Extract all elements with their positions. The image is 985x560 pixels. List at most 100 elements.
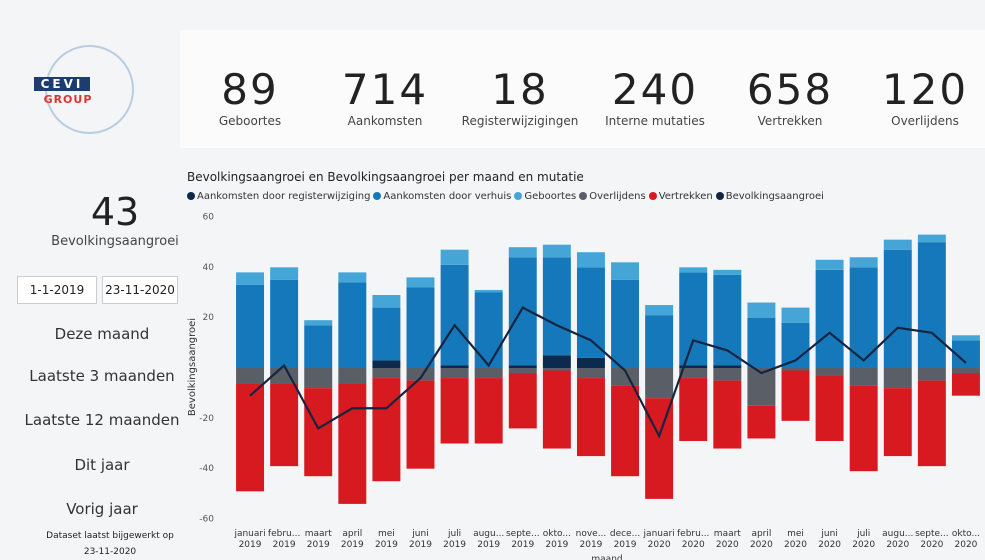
x-tick-label: januari 2019 <box>233 529 267 551</box>
kpi-label: Registerwijzigingen <box>450 114 590 128</box>
bar <box>782 368 810 371</box>
kpi-label: Aankomsten <box>315 114 455 128</box>
filter-button[interactable]: Laatste 12 maanden <box>12 411 192 429</box>
bar <box>918 235 946 243</box>
kpi-label: Vertrekken <box>720 114 860 128</box>
x-tick-label: septe... 2020 <box>915 529 949 551</box>
bar <box>338 368 366 383</box>
bar <box>713 270 741 275</box>
x-tick-label: augu... 2019 <box>472 529 506 551</box>
kpi-value: 658 <box>720 65 860 114</box>
y-tick-label: -60 <box>199 515 214 525</box>
filter-button[interactable]: Laatste 3 maanden <box>12 367 192 385</box>
bar <box>645 305 673 315</box>
y-tick-label: 60 <box>203 213 215 223</box>
bar <box>577 252 605 267</box>
bar <box>816 376 844 441</box>
bar <box>304 368 332 388</box>
bar <box>236 383 264 491</box>
bar <box>407 277 435 287</box>
x-tick-label: okto... 2020 <box>949 529 983 551</box>
bar <box>372 308 400 361</box>
bar <box>577 267 605 358</box>
bar <box>611 262 639 280</box>
bar <box>816 270 844 368</box>
bar <box>713 365 741 368</box>
x-tick-label: april 2020 <box>744 529 778 551</box>
x-tick-label: augu... 2020 <box>881 529 915 551</box>
bar <box>782 371 810 421</box>
bar <box>441 250 469 265</box>
y-tick-label: -40 <box>199 464 214 474</box>
bar <box>884 250 912 368</box>
bar <box>952 335 980 340</box>
y-tick-label: -20 <box>199 414 214 424</box>
x-tick-label: septe... 2019 <box>506 529 540 551</box>
bar <box>509 373 537 428</box>
bar <box>611 280 639 368</box>
bar <box>850 257 878 267</box>
bar <box>918 242 946 368</box>
bar <box>543 368 571 371</box>
filter-button[interactable]: Deze maand <box>12 325 192 343</box>
bar <box>372 378 400 481</box>
bar <box>236 285 264 368</box>
bar <box>407 381 435 469</box>
x-tick-label: febru... 2019 <box>267 529 301 551</box>
bar <box>747 318 775 368</box>
kpi-label: Interne mutaties <box>585 114 725 128</box>
bar <box>372 368 400 378</box>
bar <box>270 280 298 368</box>
x-tick-label: april 2019 <box>335 529 369 551</box>
bar <box>543 257 571 355</box>
bar <box>543 245 571 258</box>
x-tick-label: juni 2020 <box>813 529 847 551</box>
filter-button[interactable]: Vorig jaar <box>12 500 192 518</box>
bar <box>509 257 537 365</box>
bar <box>338 282 366 368</box>
bar <box>441 378 469 443</box>
kpi-value: 89 <box>180 65 320 114</box>
kpi-label: Overlijdens <box>855 114 985 128</box>
bar <box>236 368 264 383</box>
x-tick-label: mei 2019 <box>369 529 403 551</box>
bar <box>475 293 503 369</box>
bar <box>407 287 435 368</box>
bar <box>952 368 980 373</box>
bar <box>577 358 605 368</box>
bar <box>475 378 503 443</box>
x-tick-label: maart 2019 <box>301 529 335 551</box>
bar <box>304 325 332 368</box>
bar <box>713 368 741 381</box>
bar <box>270 267 298 280</box>
kpi-value: 120 <box>855 65 985 114</box>
bar <box>645 315 673 368</box>
filter-button[interactable]: Dit jaar <box>12 456 192 474</box>
bar <box>782 308 810 323</box>
bar <box>611 386 639 477</box>
bar <box>270 383 298 466</box>
x-tick-label: dece... 2019 <box>608 529 642 551</box>
bar <box>918 368 946 381</box>
bar <box>679 378 707 441</box>
bar <box>713 275 741 366</box>
kpi-value: 18 <box>450 65 590 114</box>
bar <box>543 355 571 368</box>
bar <box>645 368 673 398</box>
bar <box>747 303 775 318</box>
kpi-value: 714 <box>315 65 455 114</box>
bar <box>475 290 503 293</box>
bar <box>645 398 673 499</box>
x-tick-label: juli 2019 <box>438 529 472 551</box>
bar <box>304 320 332 325</box>
x-tick-label: mei 2020 <box>779 529 813 551</box>
dashboard: CEVI GROUP 43 Bevolkingsaangroei 1-1-201… <box>0 0 985 560</box>
bar <box>338 272 366 282</box>
bar <box>816 260 844 270</box>
kpi-value: 240 <box>585 65 725 114</box>
bar <box>441 365 469 368</box>
y-tick-label: 40 <box>203 263 215 273</box>
bar <box>884 368 912 388</box>
bar <box>747 406 775 439</box>
bar <box>236 272 264 285</box>
